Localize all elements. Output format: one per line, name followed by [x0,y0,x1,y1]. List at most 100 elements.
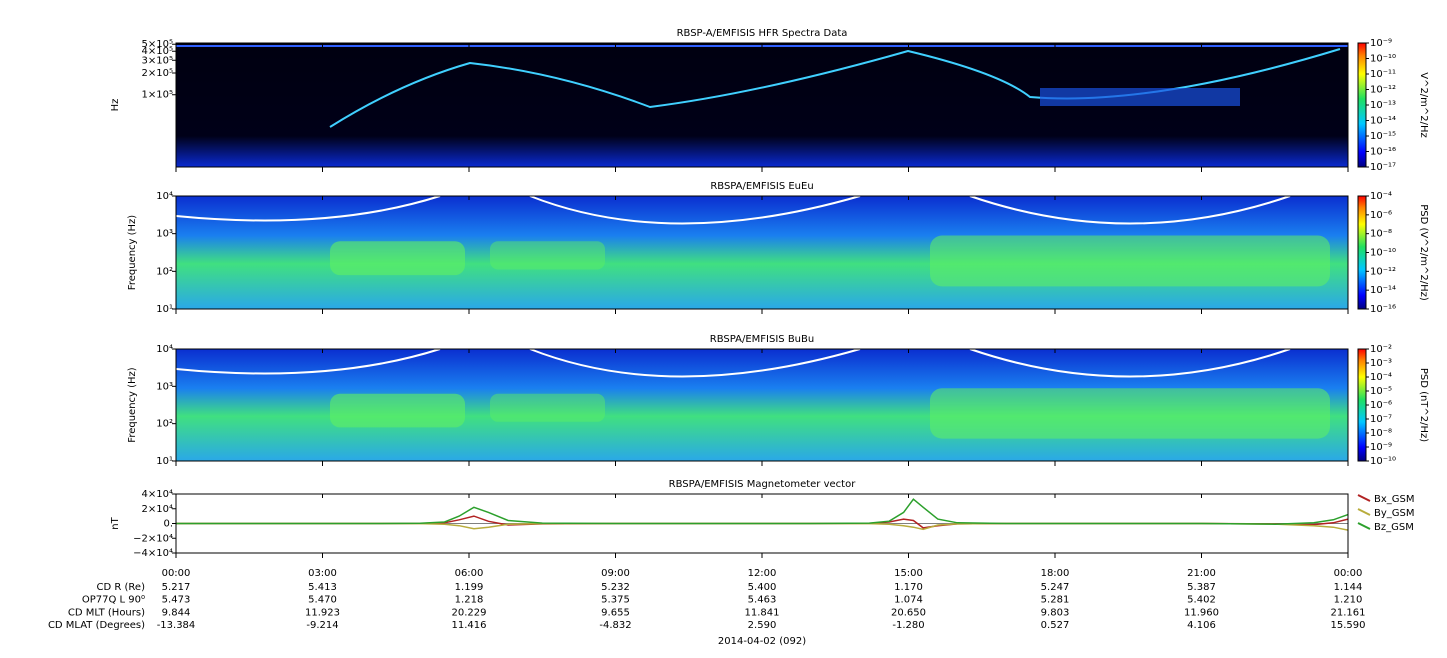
colorbar-tick-label: 10⁻³ [1370,358,1392,369]
y-tick-label: 10¹ [156,456,173,467]
x-tick-label: 18:00 [1041,568,1070,579]
ephemeris-value: 11.841 [745,607,780,618]
y-tick-label: 10² [156,266,173,277]
panel-title: RBSPA/EMFISIS EuEu [710,181,813,192]
x-tick-label: 12:00 [748,568,777,579]
y-axis-label: nT [110,516,121,529]
colorbar-tick-label: 10⁻⁵ [1370,386,1392,397]
plasma-line [175,348,1291,378]
panel-title: RBSPA/EMFISIS Magnetometer vector [669,479,857,490]
panel-title: RBSPA/EMFISIS BuBu [710,334,814,345]
ephemeris-value: 5.413 [308,582,337,593]
legend-swatch [1357,508,1371,516]
series-line [176,522,1349,531]
colorbar-tick-label: 10⁻⁸ [1370,428,1392,439]
y-tick-label: −4×10⁴ [133,548,173,559]
ephemeris-value: 1.199 [455,582,484,593]
ephemeris-value: 5.463 [748,595,777,606]
colorbar-tick-label: 10⁻⁸ [1370,229,1392,240]
y-tick-label: 10⁴ [156,191,173,202]
colorbar-tick-label: 10⁻⁷ [1370,414,1392,425]
ephemeris-value: 11.960 [1184,607,1219,618]
y-tick-label: 3×10⁵ [142,55,173,66]
series-line [176,515,1349,529]
y-axis-label: Hz [110,99,121,112]
colorbar-tick-label: 10⁻⁴ [1370,191,1392,202]
ephemeris-value: 5.281 [1041,595,1070,606]
legend-label: Bx_GSM [1374,494,1415,505]
y-tick-label: 2×10⁵ [142,68,173,79]
colorbar-tick-label: 10⁻⁹ [1370,442,1392,453]
panel-title: RBSP-A/EMFISIS HFR Spectra Data [677,28,848,39]
ephemeris-value: 5.232 [601,582,630,593]
colorbar-tick-label: 10⁻¹⁵ [1370,131,1396,142]
colorbar-tick-label: 10⁻¹⁷ [1370,162,1396,173]
ephemeris-value: 5.247 [1041,582,1070,593]
spectrogram-feature [930,235,1330,287]
date-label: 2014-04-02 (092) [718,636,806,647]
ephemeris-row-label: CD MLT (Hours) [68,607,145,618]
y-tick-label: 5×10⁵ [142,39,173,50]
spectrogram-feature [490,241,605,270]
colorbar-tick-label: 10⁻⁴ [1370,372,1392,383]
ephemeris-value: 21.161 [1331,607,1366,618]
colorbar [1357,348,1367,462]
y-tick-label: 0. [163,519,173,530]
ephemeris-value: 20.229 [452,607,487,618]
ephemeris-value: 5.217 [162,582,191,593]
colorbar-tick-label: 10⁻⁶ [1370,210,1392,221]
y-tick-label: 10³ [156,229,173,240]
colorbar-tick-label: 10⁻¹⁶ [1370,147,1396,158]
y-tick-label: 1×10⁵ [142,90,173,101]
ephemeris-value: -1.280 [892,620,924,631]
colorbar-label: PSD (V^2/m^2/Hz) [1418,204,1429,301]
colorbar-tick-label: 10⁻¹⁰ [1370,248,1396,259]
ephemeris-value: 5.387 [1187,582,1216,593]
colorbar-tick-label: 10⁻¹² [1370,266,1396,277]
ephemeris-value: -9.214 [306,620,338,631]
y-tick-label: −2×10⁴ [133,533,173,544]
ephemeris-value: 1.074 [894,595,923,606]
y-axis-label: Frequency (Hz) [127,367,138,443]
colorbar [1357,42,1367,168]
colorbar-tick-label: 10⁻¹⁴ [1370,285,1396,296]
y-tick-label: 2×10⁴ [142,504,173,515]
spectrogram-feature [930,388,1330,439]
ephemeris-value: 9.655 [601,607,630,618]
legend-label: Bz_GSM [1374,522,1414,533]
legend-swatch [1357,494,1371,502]
y-tick-label: 10³ [156,381,173,392]
colorbar-tick-label: 10⁻⁶ [1370,400,1392,411]
ephemeris-value: 1.170 [894,582,923,593]
ephemeris-value: 2.590 [748,620,777,631]
ephemeris-value: 5.473 [162,595,191,606]
y-tick-label: 4×10⁵ [142,46,173,57]
ephemeris-value: 5.402 [1187,595,1216,606]
ephemeris-value: 9.844 [162,607,191,618]
legend-swatch [1357,522,1371,530]
colorbar-tick-label: 10⁻¹⁴ [1370,116,1396,127]
y-tick-label: 10⁴ [156,344,173,355]
ephemeris-value: 1.144 [1334,582,1363,593]
legend-label: By_GSM [1374,508,1415,519]
y-tick-label: 10² [156,419,173,430]
spectrogram-feature [490,393,605,422]
x-tick-label: 15:00 [894,568,923,579]
colorbar-tick-label: 10⁻¹⁰ [1370,54,1396,65]
plasma-line [175,195,1291,225]
ephemeris-value: 5.470 [308,595,337,606]
y-axis-label: Frequency (Hz) [127,215,138,291]
ephemeris-value: -13.384 [157,620,196,631]
series-line [176,498,1349,525]
colorbar [1357,195,1367,310]
ephemeris-value: -4.832 [599,620,631,631]
colorbar-tick-label: 10⁻¹² [1370,85,1396,96]
colorbar-label: PSD (nT^2/Hz) [1418,368,1429,442]
ephemeris-value: 5.375 [601,595,630,606]
ephemeris-value: 9.803 [1041,607,1070,618]
colorbar-tick-label: 10⁻¹⁶ [1370,304,1396,315]
x-tick-label: 00:00 [162,568,191,579]
ephemeris-value: 1.218 [455,595,484,606]
colorbar-tick-label: 10⁻¹³ [1370,100,1396,111]
